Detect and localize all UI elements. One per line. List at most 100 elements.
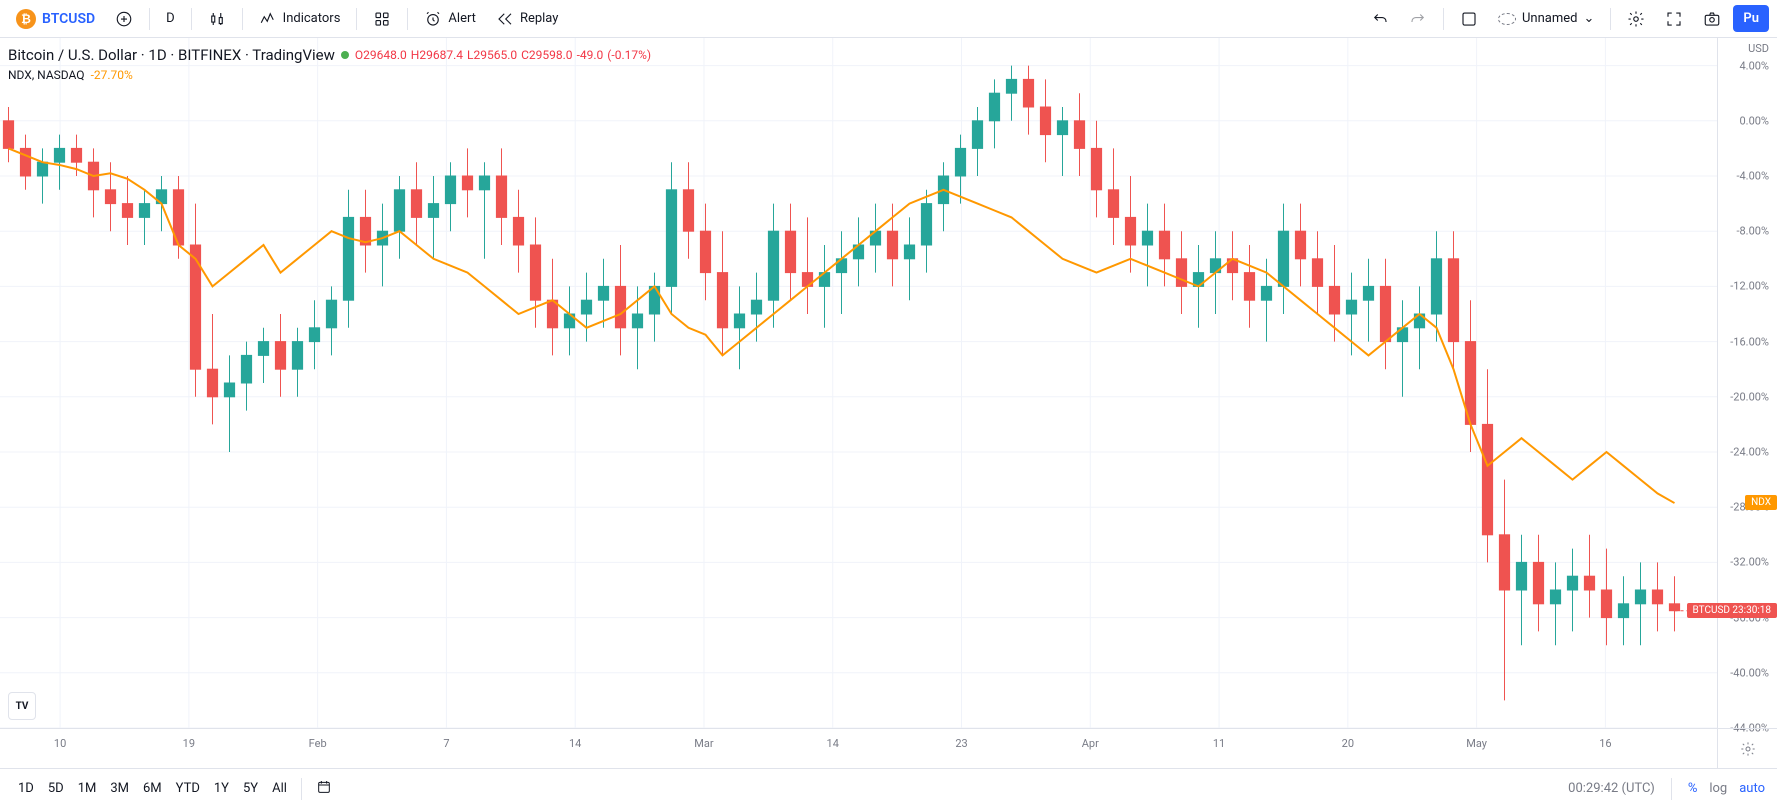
separator (1610, 8, 1611, 30)
price-tick: -32.00% (1730, 556, 1769, 569)
alert-button[interactable]: Alert (416, 6, 484, 32)
price-tick: -24.00% (1730, 446, 1769, 459)
legend-title: Bitcoin / U.S. Dollar · 1D · BITFINEX · … (8, 46, 335, 64)
axis-settings-button[interactable] (1717, 729, 1777, 768)
candlestick-icon (208, 10, 226, 28)
range-buttons: 1D5D1M3M6MYTD1Y5YAll (12, 777, 293, 800)
add-symbol-button[interactable] (107, 6, 141, 32)
time-tick: Feb (309, 737, 327, 750)
chart-canvas (0, 38, 1717, 728)
separator (191, 8, 192, 30)
time-tick: 19 (183, 737, 195, 750)
time-tick: 23 (955, 737, 967, 750)
camera-icon (1703, 10, 1721, 28)
log-button[interactable]: log (1709, 781, 1727, 796)
range-all[interactable]: All (266, 777, 293, 800)
axis-title: USD (1748, 42, 1769, 55)
bitcoin-icon: ₿ (16, 9, 36, 29)
price-axis[interactable]: USD 4.00% 0.00% -4.00% -8.00% -12.00% -16.00%… (1717, 38, 1777, 728)
legend-main-row[interactable]: Bitcoin / U.S. Dollar · 1D · BITFINEX · … (8, 46, 651, 64)
time-tick: Apr (1082, 737, 1099, 750)
gear-icon (1627, 10, 1645, 28)
indicators-button[interactable]: Indicators (251, 6, 349, 32)
separator (356, 8, 357, 30)
snapshot-button[interactable] (1695, 6, 1729, 32)
separator (1671, 778, 1672, 800)
chart-legend: Bitcoin / U.S. Dollar · 1D · BITFINEX · … (8, 46, 651, 86)
time-axis-main: 1019Feb714Mar1423Apr1120May16 (0, 729, 1717, 768)
plus-circle-icon (115, 10, 133, 28)
separator (407, 8, 408, 30)
separator (1443, 8, 1444, 30)
range-1y[interactable]: 1Y (208, 777, 235, 800)
range-5d[interactable]: 5D (42, 777, 70, 800)
layout-name-selector[interactable]: Unnamed⌄ (1490, 7, 1602, 30)
range-ytd[interactable]: YTD (170, 777, 206, 800)
price-tick: -20.00% (1730, 390, 1769, 403)
goto-date-button[interactable] (310, 775, 338, 803)
range-1d[interactable]: 1D (12, 777, 40, 800)
fullscreen-button[interactable] (1657, 6, 1691, 32)
pct-button[interactable]: % (1688, 781, 1698, 796)
replay-button[interactable]: Replay (488, 6, 567, 32)
time-tick: 14 (569, 737, 581, 750)
ohlc-values: O29648.0 H29687.4 L29565.0 C29598.0 -49.… (355, 48, 651, 62)
price-tick: -8.00% (1736, 225, 1769, 238)
time-tick: 7 (443, 737, 449, 750)
indicators-icon (259, 10, 277, 28)
redo-button[interactable] (1401, 6, 1435, 32)
candle-type-button[interactable] (200, 6, 234, 32)
price-tick: -40.00% (1730, 666, 1769, 679)
chart-main[interactable]: Bitcoin / U.S. Dollar · 1D · BITFINEX · … (0, 38, 1717, 728)
separator (242, 8, 243, 30)
btc-price-tag: BTCUSD 23:30:18 (1687, 603, 1777, 618)
cloud-icon (1498, 13, 1516, 25)
redo-icon (1409, 10, 1427, 28)
templates-button[interactable] (365, 6, 399, 32)
price-tick: 0.00% (1739, 114, 1769, 127)
alert-clock-icon (424, 10, 442, 28)
price-tick: -16.00% (1730, 335, 1769, 348)
separator (149, 8, 150, 30)
time-tick: 20 (1342, 737, 1354, 750)
price-tick: -4.00% (1736, 170, 1769, 183)
clock[interactable]: 00:29:42 (UTC) (1568, 781, 1655, 796)
layout-icon (1460, 10, 1478, 28)
bottom-right: 00:29:42 (UTC) % log auto (1568, 778, 1765, 800)
range-1m[interactable]: 1M (72, 777, 103, 800)
chevron-down-icon: ⌄ (1583, 11, 1594, 26)
interval-selector[interactable]: D (158, 7, 183, 30)
auto-button[interactable]: auto (1739, 781, 1765, 796)
range-3m[interactable]: 3M (104, 777, 135, 800)
replay-icon (496, 10, 514, 28)
separator (301, 778, 302, 800)
undo-button[interactable] (1363, 6, 1397, 32)
top-toolbar: ₿ BTCUSD D Indicators Alert Replay Unnam… (0, 0, 1777, 38)
toolbar-right: Unnamed⌄ Pu (1363, 5, 1769, 32)
layout-button[interactable] (1452, 6, 1486, 32)
chart-area: Bitcoin / U.S. Dollar · 1D · BITFINEX · … (0, 38, 1777, 728)
ndx-title: NDX, NASDAQ (8, 68, 85, 82)
range-5y[interactable]: 5Y (237, 777, 264, 800)
time-axis[interactable]: 1019Feb714Mar1423Apr1120May16 (0, 728, 1777, 768)
time-tick: 10 (54, 737, 66, 750)
settings-button[interactable] (1619, 6, 1653, 32)
legend-ndx-row[interactable]: NDX, NASDAQ -27.70% (8, 68, 651, 82)
symbol-text: BTCUSD (42, 11, 95, 27)
price-tick: -12.00% (1730, 280, 1769, 293)
time-tick: Mar (694, 737, 713, 750)
market-status-dot (341, 51, 349, 59)
ndx-price-tag: NDX (1745, 495, 1777, 510)
fullscreen-icon (1665, 10, 1683, 28)
bottom-bar: 1D5D1M3M6MYTD1Y5YAll 00:29:42 (UTC) % lo… (0, 768, 1777, 808)
ndx-value: -27.70% (91, 68, 133, 82)
time-tick: 11 (1213, 737, 1225, 750)
publish-button[interactable]: Pu (1733, 5, 1769, 32)
time-tick: 14 (827, 737, 839, 750)
price-tick: 4.00% (1739, 59, 1769, 72)
tradingview-logo[interactable]: TV (8, 692, 36, 720)
undo-icon (1371, 10, 1389, 28)
symbol-selector[interactable]: ₿ BTCUSD (8, 5, 103, 33)
grid-icon (373, 10, 391, 28)
range-6m[interactable]: 6M (137, 777, 168, 800)
